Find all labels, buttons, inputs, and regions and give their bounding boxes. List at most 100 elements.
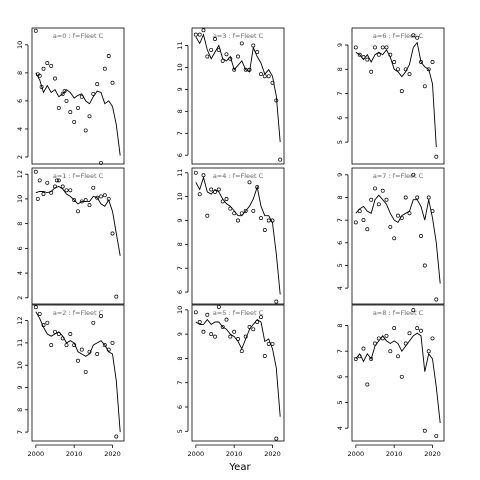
y-tick-label: 9 bbox=[16, 385, 24, 389]
data-point bbox=[365, 227, 370, 232]
data-point bbox=[392, 236, 397, 241]
data-point bbox=[53, 184, 57, 189]
y-tick-label: 8 bbox=[336, 67, 344, 71]
data-point bbox=[251, 208, 256, 213]
panel-5: a=7 : f=Fleet C 4 5 6 7 8 9 bbox=[336, 167, 445, 305]
data-point bbox=[56, 332, 61, 336]
panel-frame bbox=[31, 304, 125, 442]
y-tick-label: 6 bbox=[176, 153, 184, 157]
data-point bbox=[426, 349, 431, 354]
x-tick-label: 2000 bbox=[348, 450, 365, 458]
data-point bbox=[53, 329, 57, 334]
data-point bbox=[388, 349, 393, 354]
data-point bbox=[87, 114, 92, 119]
panel-title: a=7 : f=Fleet C bbox=[373, 172, 424, 180]
y-tick-label: 9 bbox=[336, 43, 344, 47]
panel-frame bbox=[191, 167, 285, 305]
data-point bbox=[239, 211, 244, 216]
data-point bbox=[251, 327, 256, 332]
data-point bbox=[434, 297, 439, 302]
data-point bbox=[54, 178, 59, 183]
data-point bbox=[392, 326, 397, 331]
panel-7: a=5 : f=Fleet C 5 6 7 8 9 10 2000 2010 2020 bbox=[176, 304, 285, 458]
data-point bbox=[392, 60, 397, 64]
data-point bbox=[110, 80, 115, 85]
data-point bbox=[426, 195, 431, 200]
data-point bbox=[426, 67, 431, 72]
data-point bbox=[259, 72, 263, 77]
y-tick-label: 10 bbox=[16, 361, 24, 369]
data-point bbox=[236, 337, 240, 341]
data-point bbox=[79, 199, 84, 204]
data-point bbox=[255, 50, 260, 55]
y-tick-label: 8 bbox=[16, 71, 24, 75]
data-point bbox=[72, 343, 77, 348]
x-tick-label: 2010 bbox=[386, 450, 403, 458]
y-tick-label: 2 bbox=[16, 155, 24, 159]
data-point bbox=[72, 119, 77, 124]
data-point bbox=[239, 349, 244, 354]
data-point bbox=[396, 213, 400, 218]
y-tick-label: 5 bbox=[336, 263, 344, 267]
data-point bbox=[68, 110, 73, 115]
panel-frame bbox=[351, 304, 445, 442]
data-point bbox=[213, 189, 217, 194]
panel-frame bbox=[31, 27, 125, 165]
data-point bbox=[102, 66, 107, 71]
data-point bbox=[369, 69, 374, 74]
data-point bbox=[110, 231, 115, 236]
panel-title: a=0 : f=Fleet C bbox=[53, 32, 104, 40]
y-tick-label: 7 bbox=[176, 381, 184, 385]
panel-title: a=3 : f=Fleet C bbox=[213, 32, 264, 40]
data-point bbox=[357, 354, 362, 359]
data-point bbox=[266, 74, 271, 79]
data-point bbox=[380, 336, 385, 341]
fit-line bbox=[355, 194, 441, 284]
data-point bbox=[266, 341, 271, 346]
data-point bbox=[434, 154, 439, 159]
data-point bbox=[33, 305, 38, 310]
x-tick-label: 2010 bbox=[66, 450, 83, 458]
y-tick-label: 11 bbox=[176, 41, 184, 49]
y-tick-label: 8 bbox=[336, 195, 344, 199]
y-tick-label: 2 bbox=[16, 296, 24, 300]
fit-line bbox=[195, 318, 281, 417]
panel-title: a=2 : f=Fleet C bbox=[53, 309, 104, 317]
data-point bbox=[411, 172, 416, 177]
y-tick-label: 8 bbox=[176, 242, 184, 246]
data-point bbox=[64, 343, 69, 348]
data-point bbox=[220, 199, 225, 204]
data-point bbox=[37, 311, 42, 316]
data-point bbox=[41, 66, 46, 71]
y-tick-label: 7 bbox=[16, 430, 24, 434]
data-point bbox=[434, 433, 439, 438]
y-tick-label: 7 bbox=[336, 349, 344, 353]
data-point bbox=[224, 52, 229, 57]
y-tick-label: 11 bbox=[176, 169, 184, 177]
data-point bbox=[60, 336, 65, 341]
panel-title: a=8 : f=Fleet C bbox=[373, 309, 424, 317]
data-point bbox=[60, 91, 65, 96]
data-point bbox=[407, 72, 412, 77]
data-point bbox=[197, 192, 202, 197]
data-point bbox=[278, 157, 283, 162]
data-point bbox=[193, 32, 198, 37]
y-tick-label: 4 bbox=[336, 426, 344, 430]
y-tick-label: 6 bbox=[176, 405, 184, 409]
data-point bbox=[419, 328, 423, 333]
data-point bbox=[357, 52, 362, 57]
x-axis-title: Year bbox=[228, 462, 251, 473]
data-point bbox=[255, 320, 260, 324]
data-point bbox=[259, 216, 263, 221]
x-tick-label: 2020 bbox=[104, 450, 121, 458]
y-tick-label: 4 bbox=[16, 127, 24, 131]
fit-line bbox=[355, 332, 441, 424]
data-point bbox=[193, 310, 198, 315]
y-tick-label: 8 bbox=[16, 222, 24, 226]
data-point bbox=[83, 369, 88, 374]
data-point bbox=[201, 173, 206, 178]
panel-title: a=4 : f=Fleet C bbox=[213, 172, 264, 180]
data-point bbox=[209, 47, 214, 52]
data-point bbox=[232, 67, 237, 72]
